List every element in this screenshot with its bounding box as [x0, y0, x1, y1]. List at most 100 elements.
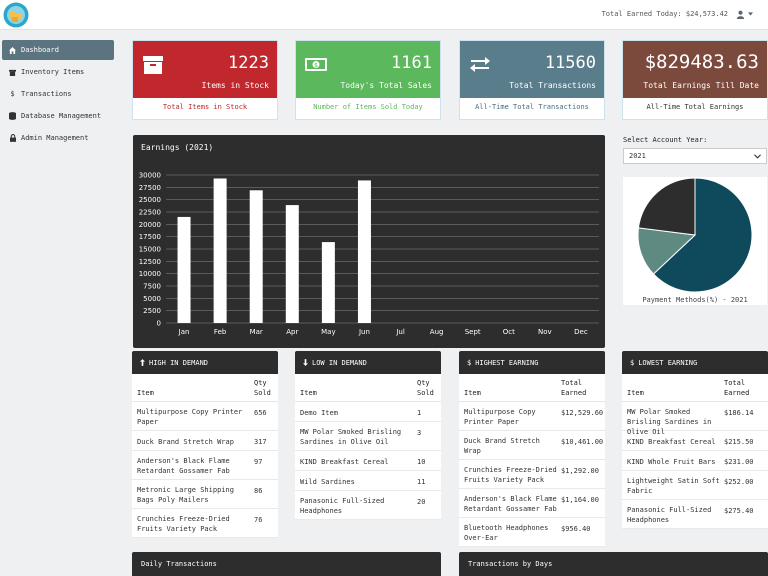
table-row[interactable]: KIND Breakfast Cereal 10 — [295, 451, 441, 471]
table-row[interactable]: Lightweight Satin Soft Fabric $252.00 — [622, 471, 768, 500]
table-row[interactable]: Multipurpose Copy Printer Paper 656 — [132, 402, 278, 431]
item-name: Multipurpose Copy Printer Paper — [137, 408, 243, 426]
bar-feb[interactable] — [213, 178, 227, 323]
table-row[interactable]: KIND Whole Fruit Bars $231.00 — [622, 451, 768, 471]
table-row[interactable]: Anderson's Black Flame Retardant Gossame… — [132, 451, 278, 480]
item-name: MW Polar Smoked Brisling Sardines in Oli… — [300, 428, 402, 446]
column-qty: Qty Sold — [417, 379, 434, 397]
item-name: Anderson's Black Flame Retardant Gossame… — [464, 495, 557, 513]
payment-methods-pie-chart — [637, 177, 753, 293]
table-row[interactable]: Duck Brand Stretch Wrap 317 — [132, 431, 278, 451]
y-tick-label: 30000 — [139, 172, 161, 180]
item-value: $186.14 — [724, 409, 754, 417]
sidebar-item-inventory[interactable]: Inventory Items — [2, 62, 114, 82]
table-column-header: Item Qty Sold — [295, 374, 441, 402]
x-tick-label: Aug — [430, 328, 444, 336]
item-value: 97 — [254, 458, 263, 466]
x-tick-label: Apr — [286, 328, 298, 336]
item-name: Lightweight Satin Soft Fabric — [627, 477, 720, 495]
stat-label: Items in Stock — [201, 81, 269, 90]
pie-caption: Payment Methods(%) - 2021 — [642, 296, 748, 304]
x-tick-label: Sept — [465, 328, 481, 336]
daily-transactions-panel: Daily Transactions — [132, 552, 441, 576]
y-tick-label: 10000 — [139, 270, 161, 278]
app-logo[interactable] — [3, 2, 29, 28]
table-row[interactable]: KIND Breakfast Cereal $215.50 — [622, 431, 768, 451]
sidebar-item-database[interactable]: Database Management — [2, 106, 114, 126]
sidebar-item-label: Inventory Items — [21, 68, 85, 76]
bar-apr[interactable] — [285, 205, 299, 323]
earnings-bar-chart: 0 2500 5000 7500 10000 12500 15000 17500 20000 22… — [139, 172, 599, 336]
y-tick-label: 20000 — [139, 221, 161, 229]
item-name: Demo Item — [300, 409, 338, 417]
item-name: MW Polar Smoked Brisling Sardines in Oli… — [627, 408, 712, 436]
table-row[interactable]: Wild Sardines 11 — [295, 471, 441, 491]
lock-icon — [9, 134, 16, 142]
item-name: Wild Sardines — [300, 478, 355, 486]
table-row[interactable]: MW Polar Smoked Brisling Sardines in Oli… — [295, 422, 441, 451]
item-name: Multipurpose Copy Printer Paper — [464, 408, 536, 426]
sidebar-item-admin[interactable]: Admin Management — [2, 128, 114, 148]
stat-value: 1223 — [228, 53, 269, 73]
item-value: $275.40 — [724, 507, 754, 515]
table-row[interactable]: MW Polar Smoked Brisling Sardines in Oli… — [622, 402, 768, 436]
sidebar: Dashboard Inventory Items $ Transactions… — [0, 31, 118, 576]
total-earned-today: Total Earned Today: $24,573.42 — [601, 10, 728, 18]
bar-mar[interactable] — [249, 190, 263, 323]
pie-slice-0[interactable] — [652, 177, 753, 293]
item-value: $1,292.00 — [561, 467, 599, 475]
home-icon — [9, 46, 16, 54]
stat-label: Today's Total Sales — [340, 81, 432, 90]
table-row[interactable]: Duck Brand Stretch Wrap $10,461.00 — [459, 431, 605, 460]
item-value: 1 — [417, 409, 422, 417]
stat-card-items-in-stock[interactable]: 1223 Items in Stock Total Items in Stock — [132, 40, 278, 120]
transactions-by-days-panel: Transactions by Days — [459, 552, 768, 576]
card-band: $829483.63 Total Earnings Till Date — [623, 41, 767, 98]
low-in-demand-table: LOW IN DEMAND Item Qty Sold Demo Item 1 MW… — [295, 351, 441, 520]
pie-slice-2[interactable] — [637, 177, 696, 236]
payment-methods-panel: Payment Methods(%) - 2021 — [623, 177, 767, 305]
panel-title: Daily Transactions — [141, 560, 217, 568]
bar-jun[interactable] — [357, 180, 371, 323]
box-icon — [9, 69, 16, 76]
item-value: 656 — [254, 409, 267, 417]
table-row[interactable]: Crunchies Freeze-Dried Fruits Variety Pa… — [132, 509, 278, 538]
item-name: Bluetooth Headphones Over-Ear — [464, 524, 549, 542]
sidebar-item-transactions[interactable]: $ Transactions — [2, 84, 114, 104]
item-value: $12,529.60 — [561, 409, 604, 417]
item-name: KIND Breakfast Cereal — [300, 458, 389, 466]
column-item: Item — [464, 389, 481, 397]
table-header: $ LOWEST EARNING — [622, 351, 768, 374]
y-tick-label: 25000 — [139, 196, 161, 204]
table-row[interactable]: Panasonic Full-Sized Headphones $275.40 — [622, 500, 768, 529]
table-title: HIGH IN DEMAND — [149, 358, 209, 367]
item-name: Panasonic Full-Sized Headphones — [300, 497, 385, 515]
account-year-select[interactable]: 2021 — [623, 148, 767, 164]
x-tick-label: Jul — [395, 328, 405, 336]
table-row[interactable]: Bluetooth Headphones Over-Ear $956.40 — [459, 518, 605, 547]
table-row[interactable]: Crunchies Freeze-Dried Fruits Variety Pa… — [459, 460, 605, 489]
column-qty: Qty Sold — [254, 379, 271, 397]
table-header: $ HIGHEST EARNING — [459, 351, 605, 374]
table-row[interactable]: Anderson's Black Flame Retardant Gossame… — [459, 489, 605, 518]
x-tick-label: Nov — [538, 328, 552, 336]
item-name: Duck Brand Stretch Wrap — [464, 437, 540, 455]
y-tick-label: 22500 — [139, 209, 161, 217]
bar-may[interactable] — [321, 242, 335, 323]
stat-card-total-earnings[interactable]: $829483.63 Total Earnings Till Date All-… — [622, 40, 768, 120]
user-menu-button[interactable] — [736, 6, 760, 22]
stat-card-today-sales[interactable]: $ 1161 Today's Total Sales Number of Ite… — [295, 40, 441, 120]
bar-jan[interactable] — [177, 216, 191, 323]
table-row[interactable]: Metronic Large Shipping Bags Poly Mailer… — [132, 480, 278, 509]
stat-card-total-transactions[interactable]: 11560 Total Transactions All-Time Total … — [459, 40, 605, 120]
table-row[interactable]: Panasonic Full-Sized Headphones 20 — [295, 491, 441, 520]
highest-earning-table: $ HIGHEST EARNING Item Total Earned Mult… — [459, 351, 605, 547]
item-value: $252.00 — [724, 478, 754, 486]
column-total-earned: Total Earned — [561, 379, 587, 397]
table-row[interactable]: Multipurpose Copy Printer Paper $12,529.6… — [459, 402, 605, 431]
table-row[interactable]: Demo Item 1 — [295, 402, 441, 422]
item-value: 317 — [254, 438, 267, 446]
item-name: Crunchies Freeze-Dried Fruits Variety Pa… — [137, 515, 230, 533]
column-item: Item — [137, 389, 154, 397]
sidebar-item-dashboard[interactable]: Dashboard — [2, 40, 114, 60]
